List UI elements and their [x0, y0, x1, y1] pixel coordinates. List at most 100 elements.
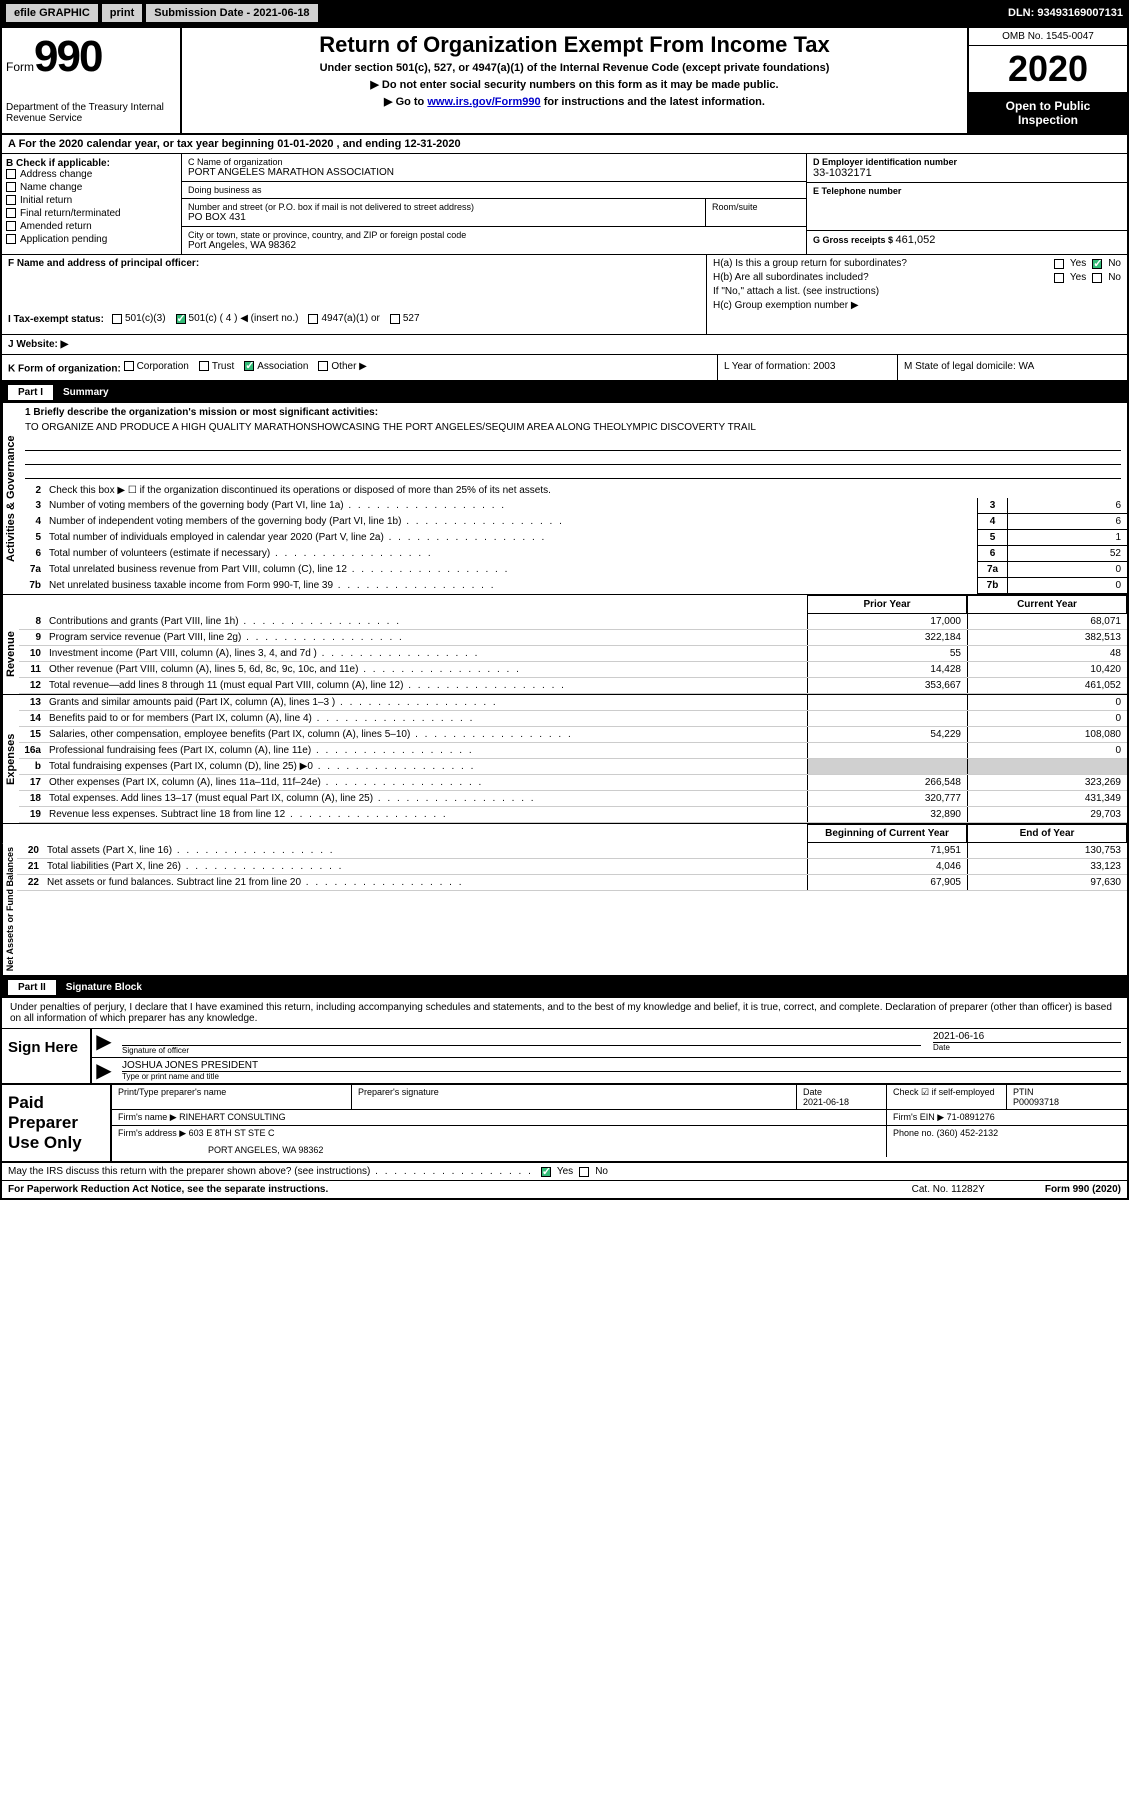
- ein-value: 33-1032171: [813, 167, 1121, 179]
- form-id-block: Form 990 Department of the Treasury Inte…: [2, 28, 182, 133]
- firm-name-label: Firm's name ▶: [118, 1112, 177, 1122]
- line-val: 52: [1007, 546, 1127, 562]
- prep-date-value: 2021-06-18: [803, 1097, 880, 1107]
- form-footer: Form 990 (2020): [1045, 1184, 1121, 1195]
- line-text: Total fundraising expenses (Part IX, col…: [45, 759, 807, 774]
- current-val: 33,123: [967, 859, 1127, 874]
- current-val: 68,071: [967, 614, 1127, 629]
- colb-checkbox[interactable]: [6, 169, 16, 179]
- col-b-label: B Check if applicable:: [6, 158, 177, 169]
- current-val: 130,753: [967, 843, 1127, 858]
- sub3-pre: Go to: [396, 96, 428, 108]
- prior-year-header: Prior Year: [807, 595, 967, 614]
- current-year-header: Current Year: [967, 595, 1127, 614]
- side-revenue: Revenue: [2, 614, 19, 694]
- ptin-label: PTIN: [1013, 1087, 1121, 1097]
- colb-checkbox[interactable]: [6, 234, 16, 244]
- k-label: K Form of organization:: [8, 363, 121, 374]
- omb-number: OMB No. 1545-0047: [969, 28, 1127, 46]
- irs-link[interactable]: www.irs.gov/Form990: [427, 96, 540, 108]
- room-label: Room/suite: [712, 202, 800, 212]
- line-text: Total expenses. Add lines 13–17 (must eq…: [45, 791, 807, 806]
- current-val: 29,703: [967, 807, 1127, 822]
- discuss-no-checkbox[interactable]: [579, 1167, 589, 1177]
- sig-officer-label: Signature of officer: [122, 1045, 921, 1055]
- yes-label: Yes: [557, 1166, 573, 1177]
- city-value: Port Angeles, WA 98362: [188, 240, 800, 251]
- form-number: 990: [34, 32, 101, 82]
- prep-name-label: Print/Type preparer's name: [112, 1085, 352, 1109]
- current-val: 323,269: [967, 775, 1127, 790]
- k-opt-label: Trust: [212, 361, 234, 372]
- hb-no-checkbox[interactable]: [1092, 273, 1102, 283]
- prior-val: 320,777: [807, 791, 967, 806]
- ha-no-checkbox[interactable]: [1092, 259, 1102, 269]
- addr-label: Number and street (or P.O. box if mail i…: [188, 202, 699, 212]
- prep-date-label: Date: [803, 1087, 880, 1097]
- tax-year: 2020: [969, 46, 1127, 93]
- ha-yes-checkbox[interactable]: [1054, 259, 1064, 269]
- subtitle-2: Do not enter social security numbers on …: [190, 78, 959, 91]
- begin-year-header: Beginning of Current Year: [807, 824, 967, 843]
- m-state-domicile: M State of legal domicile: WA: [897, 355, 1127, 381]
- arrow-icon: ▶: [92, 1029, 116, 1057]
- prep-sig-label: Preparer's signature: [352, 1085, 797, 1109]
- ptin-value: P00093718: [1013, 1097, 1121, 1107]
- sig-name-label: Type or print name and title: [122, 1071, 1121, 1081]
- prior-val: 353,667: [807, 678, 967, 693]
- period-row: A For the 2020 calendar year, or tax yea…: [2, 135, 1127, 154]
- status-checkbox[interactable]: [112, 314, 122, 324]
- current-val: 97,630: [967, 875, 1127, 890]
- line-val: 6: [1007, 514, 1127, 530]
- dept-treasury: Department of the Treasury Internal Reve…: [6, 102, 176, 124]
- colb-checkbox[interactable]: [6, 195, 16, 205]
- colb-checkbox[interactable]: [6, 221, 16, 231]
- colb-checkbox[interactable]: [6, 208, 16, 218]
- line-text: Total revenue—add lines 8 through 11 (mu…: [45, 678, 807, 693]
- dba-label: Doing business as: [188, 185, 800, 195]
- k-checkbox[interactable]: [244, 361, 254, 371]
- prior-val: [807, 759, 967, 774]
- discuss-yes-checkbox[interactable]: [541, 1167, 551, 1177]
- hc-text: H(c) Group exemption number ▶: [713, 300, 859, 311]
- firm-name-value: RINEHART CONSULTING: [179, 1112, 286, 1122]
- status-checkbox[interactable]: [176, 314, 186, 324]
- status-checkbox[interactable]: [308, 314, 318, 324]
- line-text: Professional fundraising fees (Part IX, …: [45, 743, 807, 758]
- paid-preparer-label: Paid Preparer Use Only: [2, 1085, 112, 1161]
- firm-phone-value: (360) 452-2132: [937, 1128, 999, 1138]
- colb-opt-label: Address change: [20, 169, 92, 180]
- k-checkbox[interactable]: [199, 361, 209, 371]
- mission-text: TO ORGANIZE AND PRODUCE A HIGH QUALITY M…: [25, 422, 1121, 433]
- print-button[interactable]: print: [102, 4, 142, 22]
- submission-date: Submission Date - 2021-06-18: [146, 4, 317, 22]
- current-val: 48: [967, 646, 1127, 661]
- k-checkbox[interactable]: [318, 361, 328, 371]
- line-text: Revenue less expenses. Subtract line 18 …: [45, 807, 807, 822]
- sub-date: 2021-06-18: [253, 7, 309, 19]
- line-text: Benefits paid to or for members (Part IX…: [45, 711, 807, 726]
- hb-yes-checkbox[interactable]: [1054, 273, 1064, 283]
- prior-val: [807, 743, 967, 758]
- status-opt-label: 4947(a)(1) or: [321, 313, 379, 324]
- k-checkbox[interactable]: [124, 361, 134, 371]
- line-val: 0: [1007, 562, 1127, 578]
- sig-name-value: JOSHUA JONES PRESIDENT: [122, 1060, 1121, 1071]
- k-opt-label: Corporation: [137, 361, 189, 372]
- sub3-post: for instructions and the latest informat…: [541, 96, 765, 108]
- line-box: 6: [977, 546, 1007, 562]
- status-checkbox[interactable]: [390, 314, 400, 324]
- line-text: Net unrelated business taxable income fr…: [45, 578, 977, 594]
- colb-opt-label: Final return/terminated: [20, 208, 121, 219]
- colb-checkbox[interactable]: [6, 182, 16, 192]
- paperwork-notice: For Paperwork Reduction Act Notice, see …: [8, 1184, 328, 1195]
- prior-val: [807, 695, 967, 710]
- arrow-icon: ▶: [92, 1058, 116, 1083]
- firm-ein-label: Firm's EIN ▶: [893, 1112, 944, 1122]
- current-val: 461,052: [967, 678, 1127, 693]
- col-b-checkboxes: B Check if applicable: Address changeNam…: [2, 154, 182, 254]
- prior-val: 266,548: [807, 775, 967, 790]
- colb-opt-label: Amended return: [20, 221, 92, 232]
- status-opt-label: 527: [403, 313, 420, 324]
- city-label: City or town, state or province, country…: [188, 230, 800, 240]
